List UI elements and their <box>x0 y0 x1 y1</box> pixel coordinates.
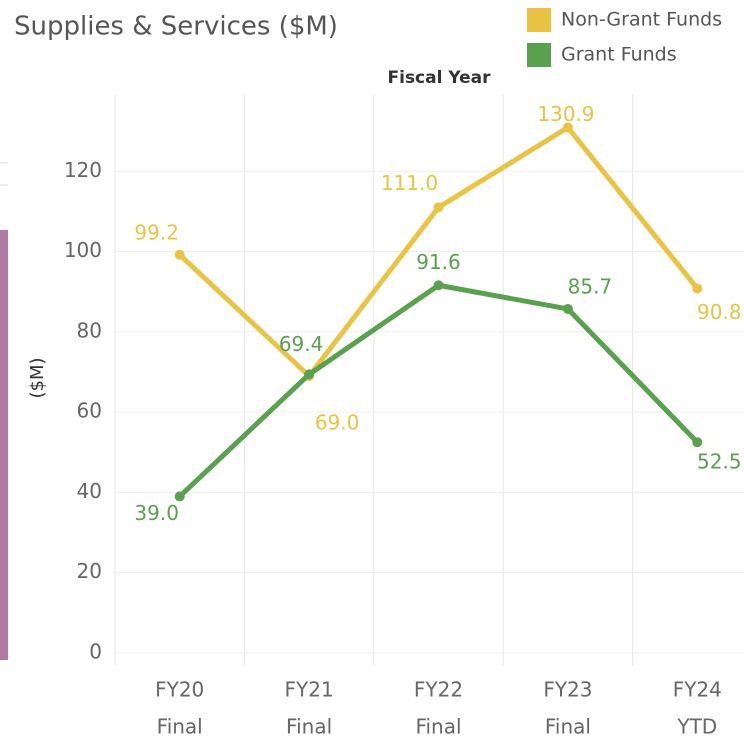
data-point <box>692 283 703 294</box>
value-label: 39.0 <box>134 501 179 525</box>
data-point <box>433 202 444 213</box>
value-label: 91.6 <box>416 250 461 274</box>
data-point <box>562 303 573 314</box>
x-tick-label: FY22 <box>414 678 463 702</box>
x-tick-label: FY20 <box>155 678 204 702</box>
y-axis-label: ($M) <box>27 357 48 398</box>
legend-label: Grant Funds <box>561 44 677 66</box>
x-tick-label: FY21 <box>285 678 334 702</box>
x-tick-label: Final <box>286 715 332 739</box>
value-label: 90.8 <box>697 300 742 324</box>
x-tick-label: YTD <box>676 715 717 739</box>
y-tick-label: 120 <box>64 158 102 182</box>
adjacent-chart-bar <box>0 230 8 660</box>
data-point <box>692 437 703 448</box>
data-point <box>174 249 185 260</box>
legend-label: Non-Grant Funds <box>561 9 722 31</box>
x-tick-label: Final <box>545 715 591 739</box>
x-tick-label: FY24 <box>673 678 722 702</box>
x-tick-label: Final <box>157 715 203 739</box>
y-tick-label: 20 <box>77 559 102 583</box>
series-line <box>177 282 700 499</box>
value-label: 99.2 <box>134 220 179 244</box>
legend-swatch <box>527 8 551 32</box>
legend-swatch <box>527 43 551 67</box>
value-label: 52.5 <box>697 450 742 474</box>
data-point <box>562 122 573 133</box>
y-tick-label: 0 <box>89 639 102 663</box>
chart-title: Supplies & Services ($M) <box>14 12 338 42</box>
value-label: 69.4 <box>279 332 324 356</box>
x-tick-label: Final <box>415 715 461 739</box>
data-point <box>174 491 185 502</box>
x-tick-label: FY23 <box>543 678 592 702</box>
data-point <box>304 369 315 380</box>
y-tick-label: 60 <box>77 399 102 423</box>
value-label: 111.0 <box>381 171 438 195</box>
data-point <box>433 280 444 291</box>
x-header: Fiscal Year <box>388 68 492 88</box>
y-tick-label: 80 <box>77 318 102 342</box>
y-tick-label: 100 <box>64 238 102 262</box>
value-label: 69.0 <box>315 410 360 434</box>
value-label: 85.7 <box>568 274 613 298</box>
y-tick-label: 40 <box>77 479 102 503</box>
value-label: 130.9 <box>537 102 594 126</box>
